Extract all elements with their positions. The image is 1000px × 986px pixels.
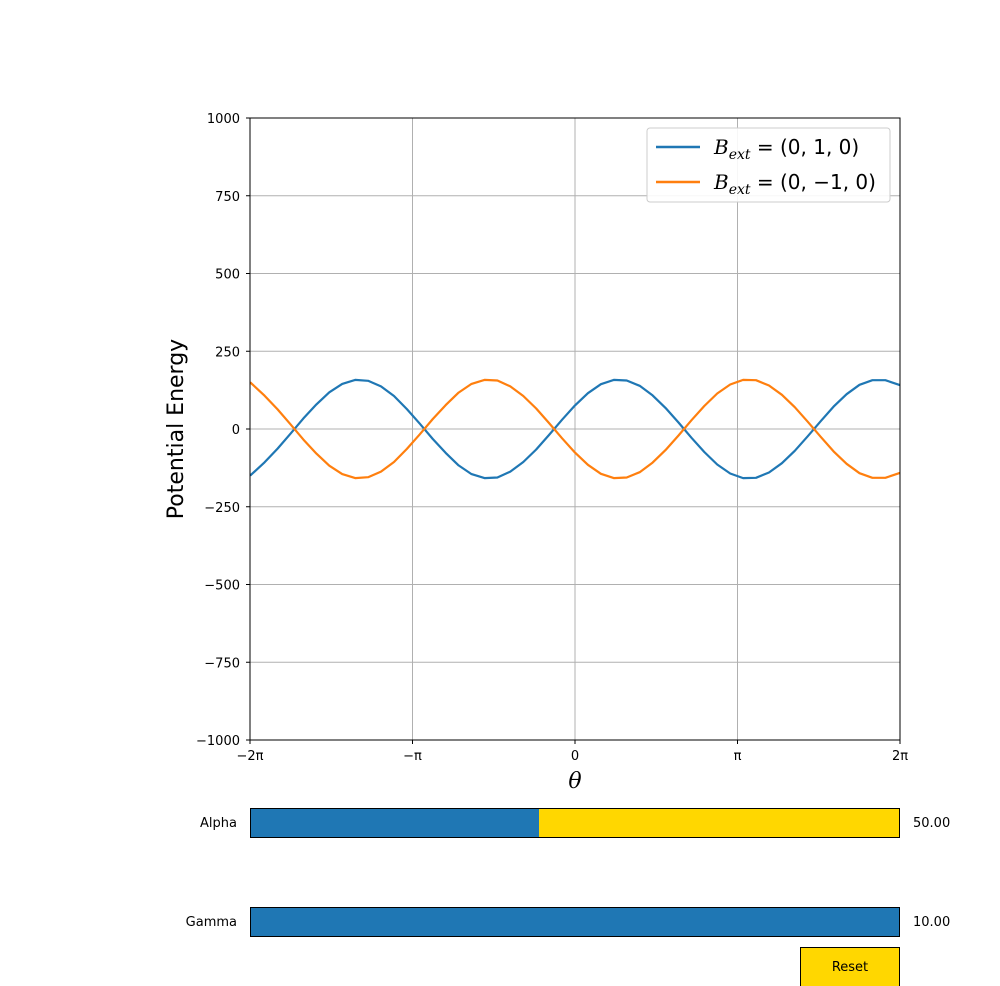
x-tick-label: −2π bbox=[237, 749, 264, 764]
chart: −2π −π 0 π 2π −1000 −750 −500 −250 0 250 500 750 1000… bbox=[164, 112, 908, 794]
gamma-slider[interactable] bbox=[250, 907, 900, 937]
y-tick-label: 0 bbox=[232, 423, 240, 438]
y-tick-label: −250 bbox=[204, 501, 240, 516]
series-lines bbox=[249, 378, 901, 480]
y-tick-label: 750 bbox=[215, 190, 240, 205]
reset-button[interactable]: Reset bbox=[800, 947, 900, 986]
gamma-slider-row: Gamma 10.00 bbox=[0, 907, 1000, 939]
alpha-slider-label: Alpha bbox=[200, 816, 237, 831]
y-tick-label: 250 bbox=[215, 345, 240, 360]
gamma-slider-label: Gamma bbox=[185, 915, 237, 930]
x-tick-label: 2π bbox=[892, 749, 908, 764]
y-tick-label: 500 bbox=[215, 268, 240, 283]
y-tick-label: −750 bbox=[204, 656, 240, 671]
alpha-slider-row: Alpha 50.00 bbox=[0, 808, 1000, 840]
legend: Bext = (0, 1, 0) Bext = (0, −1, 0) bbox=[646, 127, 891, 203]
series-line-1 bbox=[249, 378, 901, 480]
gamma-slider-fill bbox=[251, 908, 899, 936]
x-axis-label: θ bbox=[568, 769, 581, 794]
series-line-2 bbox=[249, 378, 901, 480]
x-tick-label: 0 bbox=[571, 749, 579, 764]
legend-box bbox=[646, 127, 891, 203]
y-axis-label: Potential Energy bbox=[164, 339, 189, 519]
alpha-slider[interactable] bbox=[250, 808, 900, 838]
y-tick-label: −500 bbox=[204, 579, 240, 594]
legend-label: Bext = (0, −1, 0) bbox=[713, 170, 876, 198]
axis-ticks: −2π −π 0 π 2π −1000 −750 −500 −250 0 250 500 750 1000 bbox=[196, 112, 908, 764]
x-tick-label: −π bbox=[403, 749, 422, 764]
alpha-slider-fill bbox=[251, 809, 539, 837]
legend-label: Bext = (0, 1, 0) bbox=[713, 135, 859, 163]
gamma-slider-value: 10.00 bbox=[913, 915, 951, 930]
y-tick-label: −1000 bbox=[196, 734, 240, 749]
grid bbox=[249, 117, 901, 741]
x-tick-label: π bbox=[734, 749, 742, 764]
y-tick-label: 1000 bbox=[207, 112, 240, 127]
alpha-slider-value: 50.00 bbox=[913, 816, 951, 831]
